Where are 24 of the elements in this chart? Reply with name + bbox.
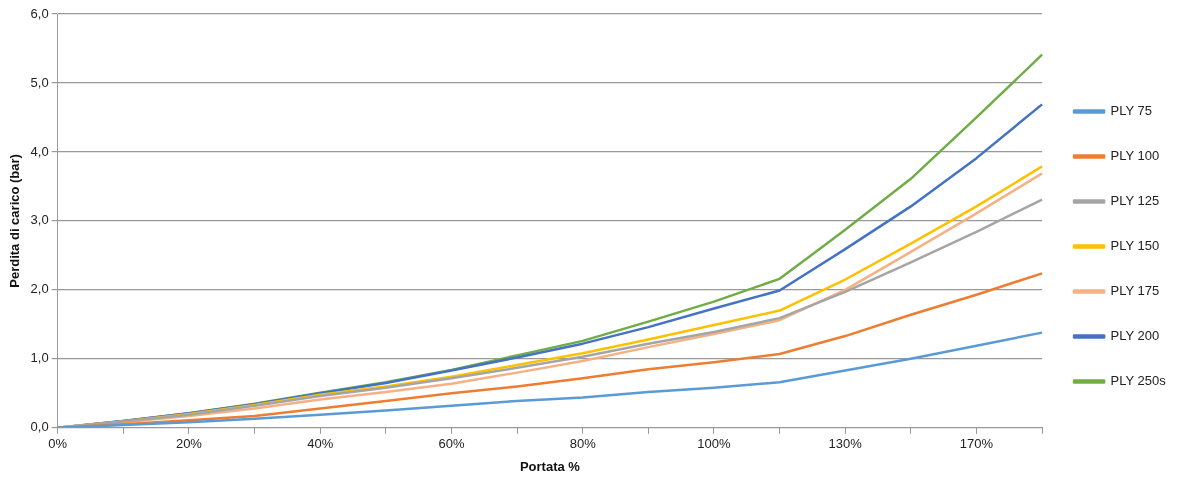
x-axis-title: Portata % <box>519 458 581 474</box>
x-tick-label: 60% <box>438 436 465 452</box>
y-tick-label: 6,0 <box>30 5 49 21</box>
legend-label: PLY 100 <box>1110 148 1160 164</box>
legend-label: PLY 175 <box>1110 283 1160 299</box>
y-tick-label: 5,0 <box>30 74 49 90</box>
x-tick-label: 100% <box>697 436 732 452</box>
x-tick-label: 40% <box>307 436 334 452</box>
y-tick-label: 2,0 <box>30 281 49 297</box>
x-tick-label: 170% <box>959 436 994 452</box>
x-tick-label: 130% <box>828 436 863 452</box>
legend-label: PLY 200 <box>1110 328 1160 344</box>
legend-label: PLY 75 <box>1110 103 1153 119</box>
y-tick-label: 3,0 <box>30 212 49 228</box>
y-tick-label: 0,0 <box>30 419 49 435</box>
x-tick-label: 0% <box>48 436 68 452</box>
legend-label: PLY 250s <box>1110 373 1167 389</box>
x-tick-label: 80% <box>569 436 597 452</box>
legend-label: PLY 150 <box>1110 238 1160 254</box>
x-tick-label: 20% <box>175 436 203 452</box>
y-tick-label: 1,0 <box>30 350 49 366</box>
y-tick-label: 4,0 <box>30 143 49 159</box>
legend-label: PLY 125 <box>1110 193 1160 209</box>
y-axis-title: Perdita di carico (bar) <box>7 154 23 288</box>
